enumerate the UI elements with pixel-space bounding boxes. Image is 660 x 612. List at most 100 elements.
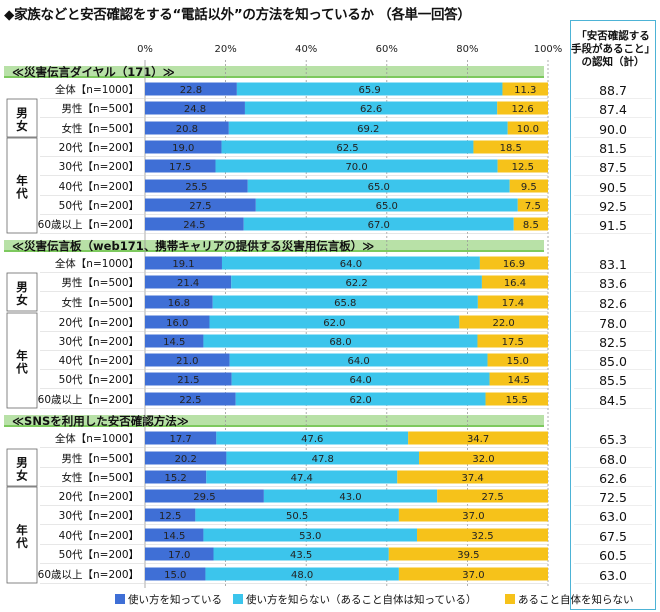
bar-value-label: 12.5 <box>159 511 181 522</box>
awareness-value: 85.5 <box>599 373 627 388</box>
bar-segment <box>497 159 548 173</box>
section-band <box>4 415 544 427</box>
bar-value-label: 16.8 <box>168 298 190 309</box>
bar-value-label: 19.0 <box>172 143 194 154</box>
bar-segment <box>145 392 236 406</box>
bar-value-label: 50.5 <box>286 511 308 522</box>
section-title: ≪災害伝言板（web171、携帯キャリアの提供する災害用伝言板）≫ <box>12 239 374 253</box>
bar-segment <box>145 179 248 193</box>
awareness-value: 65.3 <box>599 432 627 447</box>
bar-value-label: 64.0 <box>347 356 369 367</box>
bar-value-label: 43.0 <box>339 492 361 503</box>
bar-segment <box>235 392 486 406</box>
bar-segment <box>215 159 498 173</box>
bar-value-label: 16.0 <box>166 318 188 329</box>
group-label-gender-2: 女 <box>16 293 28 307</box>
row-label: 30代【n=200】 <box>59 510 139 522</box>
group-label-age-2: 代 <box>15 536 28 550</box>
group-label-gender-2: 女 <box>16 119 28 133</box>
legend-swatch <box>115 594 125 604</box>
row-label: 女性【n=500】 <box>62 122 140 135</box>
bar-value-label: 25.5 <box>185 182 207 193</box>
awareness-value: 72.5 <box>599 490 627 505</box>
bar-segment <box>145 451 227 465</box>
row-label: 40代【n=200】 <box>59 355 139 367</box>
bar-value-label: 20.2 <box>175 454 197 465</box>
bar-segment <box>502 82 548 96</box>
group-label-age-1: 年 <box>16 174 28 188</box>
bar-segment <box>477 334 548 348</box>
bar-value-label: 68.0 <box>329 337 351 348</box>
bar-value-label: 17.5 <box>169 162 191 173</box>
bar-value-label: 15.0 <box>507 356 529 367</box>
bar-segment <box>477 295 548 309</box>
row-label: 50代【n=200】 <box>59 549 139 561</box>
awareness-value: 68.0 <box>599 452 627 467</box>
bar-value-label: 32.5 <box>471 531 493 542</box>
bar-segment <box>221 140 474 154</box>
row-label: 30代【n=200】 <box>59 336 139 348</box>
bar-segment <box>263 489 438 503</box>
bar-value-label: 9.5 <box>521 182 537 193</box>
bar-value-label: 32.0 <box>472 454 494 465</box>
bar-value-label: 62.0 <box>323 318 345 329</box>
awareness-value: 83.6 <box>599 276 627 291</box>
row-label: 全体【n=1000】 <box>55 432 139 445</box>
bar-value-label: 65.0 <box>376 201 398 212</box>
bar-segment <box>145 217 244 231</box>
bar-value-label: 27.5 <box>481 492 503 503</box>
bar-value-label: 65.0 <box>368 182 390 193</box>
bar-segment <box>145 547 214 561</box>
bar-value-label: 21.5 <box>177 375 199 386</box>
bar-segment <box>145 489 264 503</box>
bar-segment <box>398 508 548 522</box>
section-band <box>4 66 544 78</box>
awareness-value: 90.0 <box>599 122 627 137</box>
bar-segment <box>489 372 548 386</box>
legend-swatch <box>233 594 243 604</box>
section-rule <box>4 250 544 252</box>
row-label: 50代【n=200】 <box>59 374 139 386</box>
bar-value-label: 24.8 <box>184 104 206 115</box>
bar-value-label: 29.5 <box>193 492 215 503</box>
bar-segment <box>473 140 548 154</box>
bar-value-label: 67.0 <box>368 220 390 231</box>
bar-segment <box>145 528 204 542</box>
section-title: ≪災害伝言ダイヤル（171）≫ <box>12 65 175 79</box>
page-title: ◆家族などと安否確認をする“電話以外”の方法を知っているか （各単一回答） <box>4 7 471 23</box>
row-label: 60歳以上【n=200】 <box>38 394 139 406</box>
awareness-value: 63.0 <box>599 568 627 583</box>
bar-value-label: 47.4 <box>291 473 313 484</box>
bar-segment <box>228 121 508 135</box>
row-label: 60歳以上【n=200】 <box>38 569 139 581</box>
bar-value-label: 21.0 <box>176 356 198 367</box>
bar-value-label: 62.2 <box>345 278 367 289</box>
bar-segment <box>226 451 420 465</box>
bar-value-label: 64.0 <box>340 259 362 270</box>
awareness-value: 87.5 <box>599 160 627 175</box>
group-label-gender-2: 女 <box>16 469 28 483</box>
legend-label: 使い方を知っている <box>128 593 222 606</box>
awareness-header-line-2: 手段があること」 <box>571 43 655 55</box>
bar-segment <box>145 82 237 96</box>
bar-segment <box>513 217 548 231</box>
bar-segment <box>509 179 548 193</box>
bar-segment <box>145 567 206 581</box>
awareness-value: 78.0 <box>599 316 627 331</box>
group-label-gender-1: 男 <box>16 456 28 470</box>
bar-value-label: 37.4 <box>462 473 484 484</box>
awareness-value: 91.5 <box>599 218 627 233</box>
bar-segment <box>205 567 399 581</box>
bar-value-label: 15.0 <box>164 570 186 581</box>
bar-segment <box>203 334 478 348</box>
awareness-value: 82.5 <box>599 335 627 350</box>
bar-segment <box>145 275 232 289</box>
awareness-value: 82.6 <box>599 296 627 311</box>
x-tick-label: 60% <box>376 44 398 55</box>
bar-segment <box>255 198 518 212</box>
awareness-value: 62.6 <box>599 471 627 486</box>
group-box-age <box>6 312 38 409</box>
bar-segment <box>209 315 460 329</box>
row-label: 女性【n=500】 <box>62 296 140 309</box>
